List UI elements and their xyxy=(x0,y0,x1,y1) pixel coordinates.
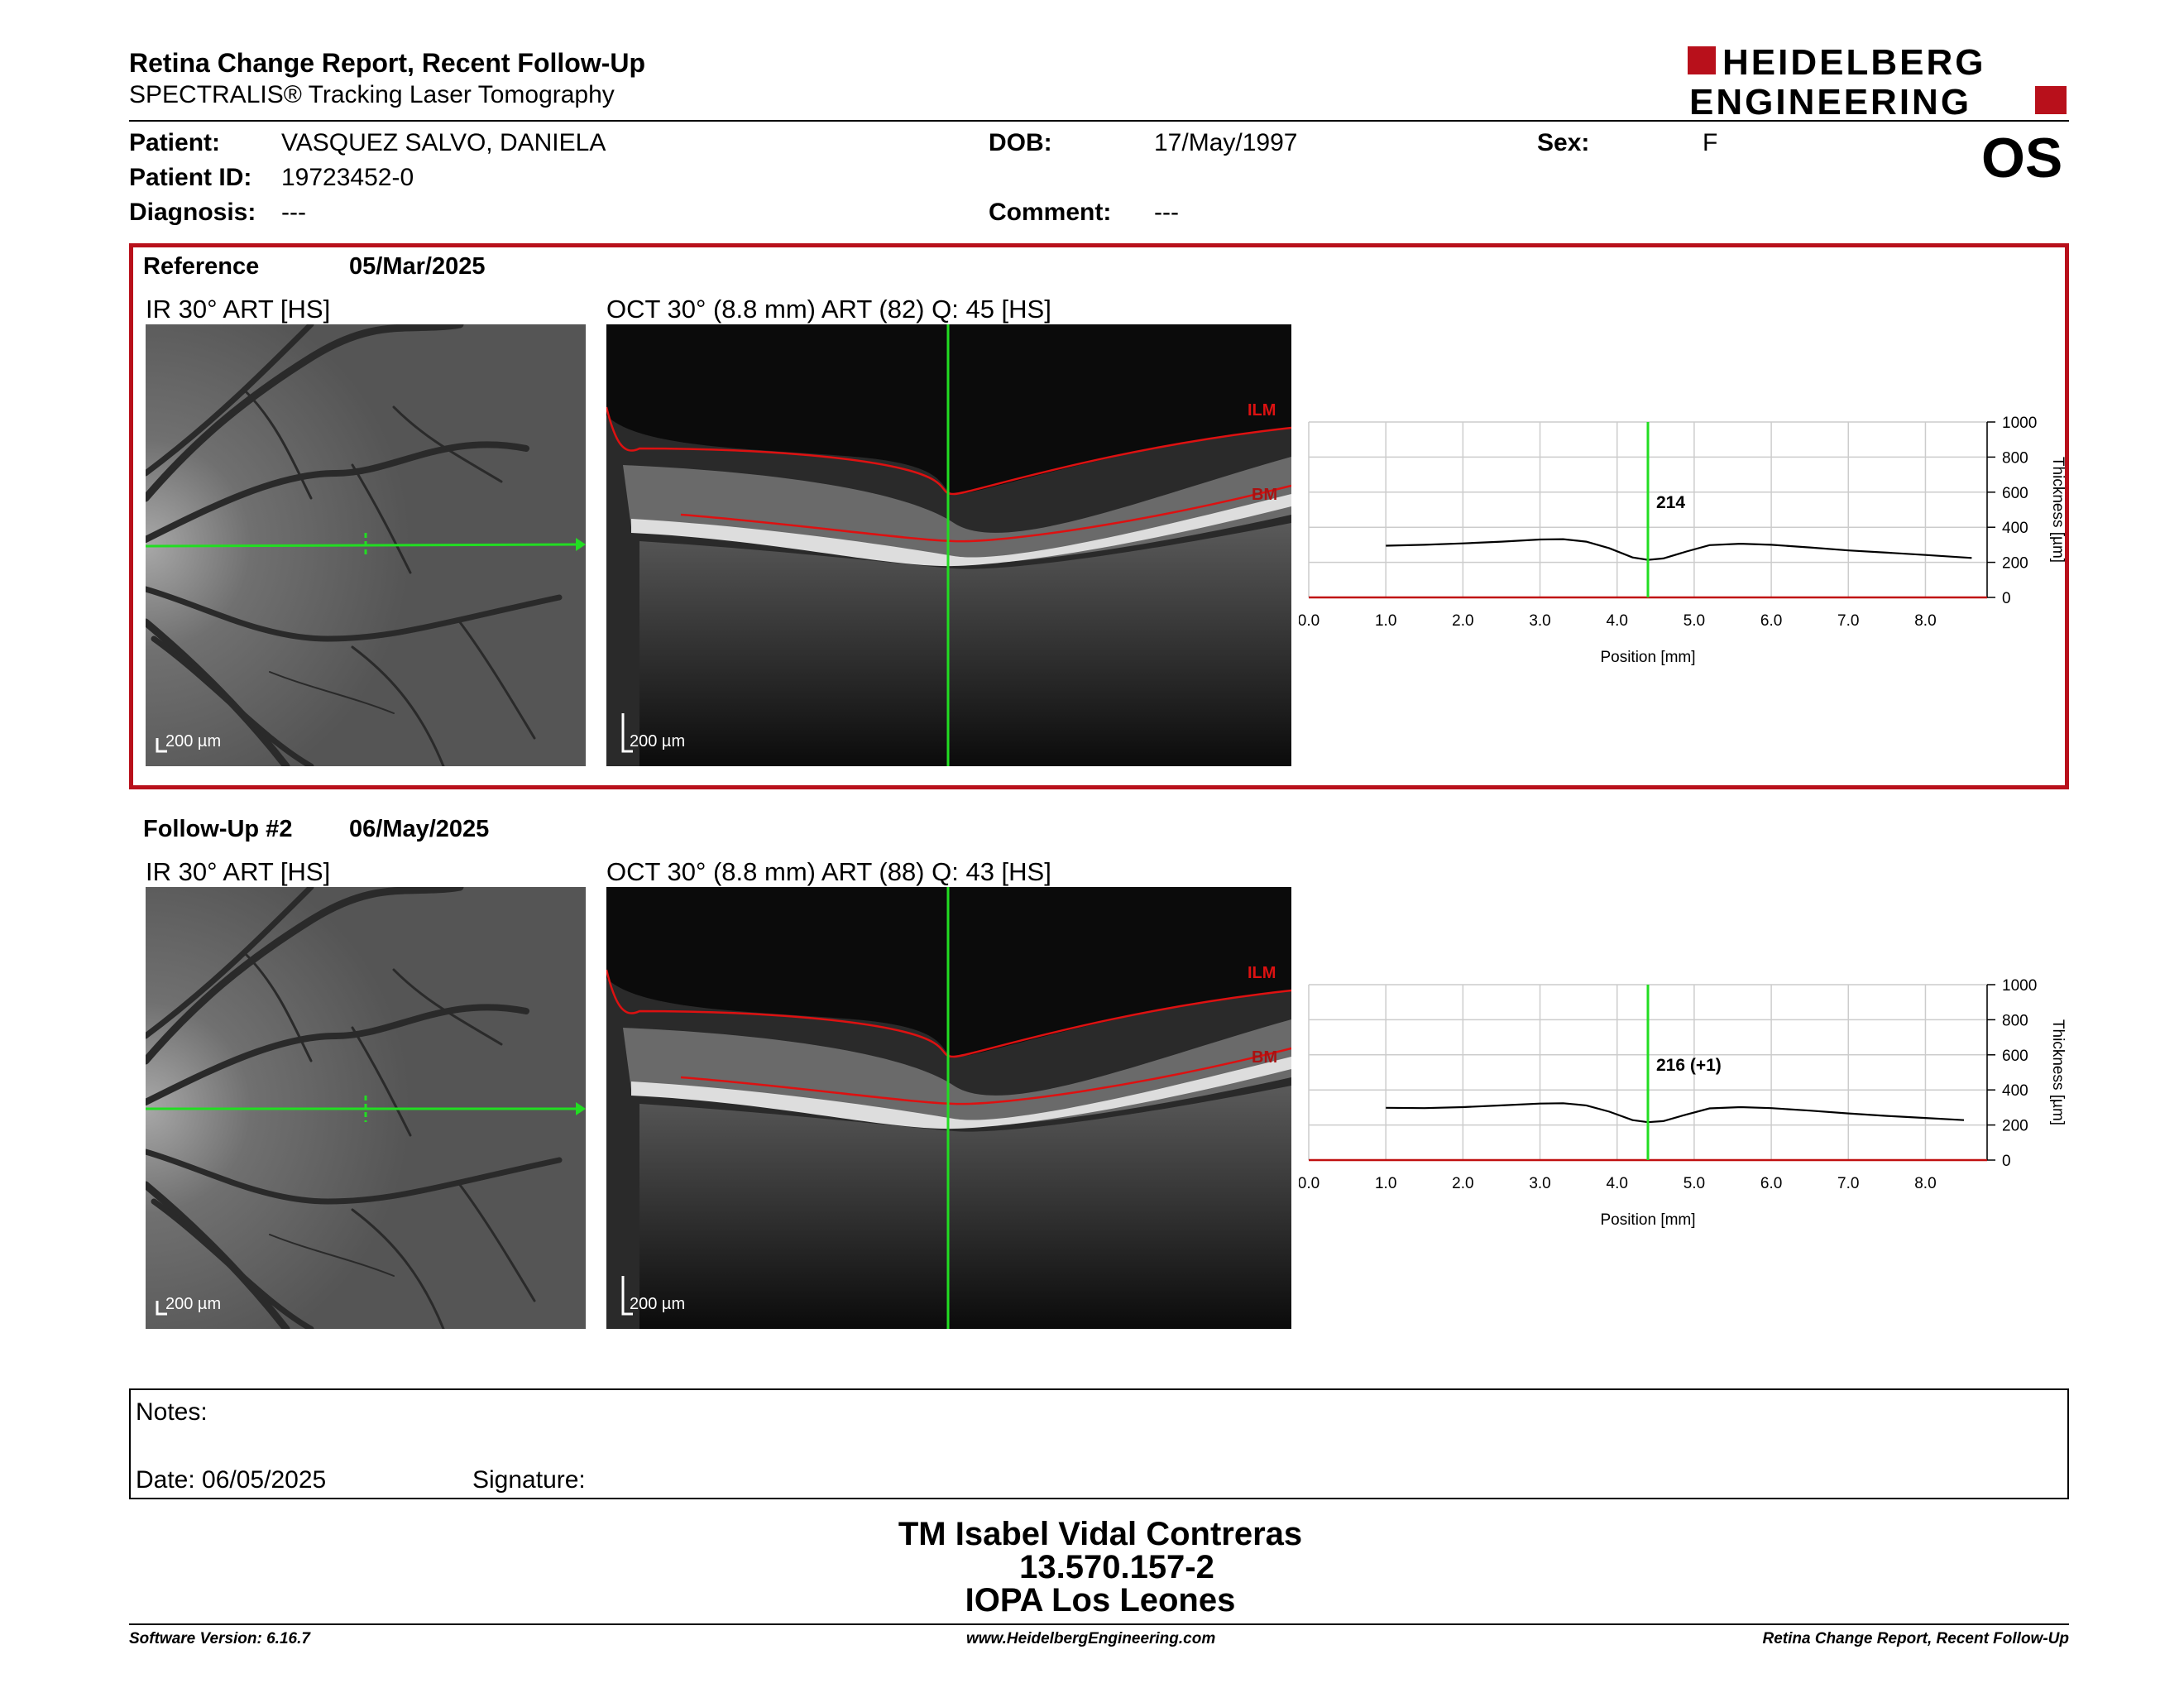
x-tick-label: 5.0 xyxy=(1684,1175,1705,1192)
ilm-label-followup: ILM xyxy=(1248,964,1276,982)
patient-id: 19723452-0 xyxy=(281,164,414,191)
footer-divider xyxy=(129,1623,2069,1625)
signature-label: Signature: xyxy=(472,1466,586,1494)
thickness-chart-followup[interactable]: 0 200 400 600 800 1000 0.0 1.0 2.0 3.0 4.0 5.0 6.0 7.… xyxy=(1299,973,2085,1238)
report-title: Retina Change Report, Recent Follow-Up xyxy=(129,48,646,78)
y-tick-label: 1000 xyxy=(2002,977,2037,995)
ilm-label-reference: ILM xyxy=(1248,401,1276,420)
logo-line2: ENGINEERING xyxy=(1689,82,1971,119)
heidelberg-logo: HEIDELBERG ENGINEERING xyxy=(1688,45,2067,119)
bm-label-followup: BM xyxy=(1252,1048,1277,1067)
thickness-series-line xyxy=(1386,1102,1965,1124)
oct-title-followup: OCT 30° (8.8 mm) ART (88) Q: 43 [HS] xyxy=(606,857,1051,886)
software-version: Software Version: 6.16.7 xyxy=(129,1630,310,1647)
ir-title-reference: IR 30° ART [HS] xyxy=(146,295,331,324)
comment-label: Comment: xyxy=(989,199,1112,226)
x-tick-label: 2.0 xyxy=(1452,612,1473,630)
y-tick-label: 200 xyxy=(2002,1118,2028,1135)
reference-date: 05/Mar/2025 xyxy=(349,253,486,280)
ir-fundus-image-followup[interactable]: 200 µm xyxy=(146,887,586,1329)
header-divider xyxy=(129,120,2069,122)
eye-laterality: OS xyxy=(1981,127,2063,189)
x-tick-label: 3.0 xyxy=(1529,1175,1550,1192)
footer-report-name: Retina Change Report, Recent Follow-Up xyxy=(1762,1630,2069,1647)
followup-label: Follow-Up #2 xyxy=(143,816,293,842)
examiner-name: TM Isabel Vidal Contreras xyxy=(898,1516,1303,1552)
x-tick-label: 0.0 xyxy=(1299,612,1320,630)
diagnosis-value: --- xyxy=(281,199,306,226)
thickness-chart-reference[interactable]: 0 200 400 600 800 1000 0.0 1.0 2.0 3.0 4.0 5.0 6.0 7.… xyxy=(1299,410,2085,675)
patient-name-label: Patient: xyxy=(129,129,221,156)
y-axis-label: Thickness [µm] xyxy=(2049,457,2067,563)
y-tick-label: 600 xyxy=(2002,485,2028,502)
diagnosis-label: Diagnosis: xyxy=(129,199,256,226)
x-tick-label: 8.0 xyxy=(1914,1175,1936,1192)
x-tick-label: 0.0 xyxy=(1299,1175,1320,1192)
logo-line1: HEIDELBERG xyxy=(1722,45,1985,83)
dob-label: DOB: xyxy=(989,129,1052,156)
sex-value: F xyxy=(1703,129,1718,156)
ir-scale-followup: 200 µm xyxy=(165,1295,221,1313)
cursor-thickness-label: 214 xyxy=(1656,493,1685,512)
notes-date: Date: 06/05/2025 xyxy=(136,1466,327,1494)
cursor-thickness-label: 216 (+1) xyxy=(1656,1056,1722,1075)
y-tick-label: 800 xyxy=(2002,449,2028,467)
comment-value: --- xyxy=(1154,199,1179,226)
bm-label-reference: BM xyxy=(1252,486,1277,504)
x-tick-label: 1.0 xyxy=(1375,612,1396,630)
x-tick-label: 5.0 xyxy=(1684,612,1705,630)
website-link[interactable]: www.HeidelbergEngineering.com xyxy=(966,1630,1216,1647)
x-tick-label: 3.0 xyxy=(1529,612,1550,630)
oct-scale-followup: 200 µm xyxy=(630,1295,685,1313)
reference-panel xyxy=(129,243,2069,789)
y-tick-label: 1000 xyxy=(2002,415,2037,432)
x-tick-label: 1.0 xyxy=(1375,1175,1396,1192)
oct-scale-reference: 200 µm xyxy=(630,732,685,750)
ir-title-followup: IR 30° ART [HS] xyxy=(146,857,331,886)
x-tick-label: 6.0 xyxy=(1760,1175,1782,1192)
y-tick-label: 400 xyxy=(2002,1082,2028,1100)
y-tick-label: 0 xyxy=(2002,1153,2011,1170)
y-tick-label: 400 xyxy=(2002,520,2028,537)
ir-scale-reference: 200 µm xyxy=(165,732,221,750)
y-axis-label: Thickness [µm] xyxy=(2049,1019,2067,1125)
y-tick-label: 0 xyxy=(2002,590,2011,607)
oct-bscan-reference[interactable]: ILM BM 200 µm xyxy=(606,324,1291,766)
x-axis-label: Position [mm] xyxy=(1600,1211,1695,1229)
x-tick-label: 6.0 xyxy=(1760,612,1782,630)
y-tick-label: 800 xyxy=(2002,1012,2028,1029)
y-tick-label: 600 xyxy=(2002,1048,2028,1065)
oct-bscan-followup[interactable]: ILM BM 200 µm xyxy=(606,887,1291,1329)
ir-fundus-image-reference[interactable]: 200 µm xyxy=(146,324,586,766)
x-tick-label: 7.0 xyxy=(1837,1175,1859,1192)
followup-date: 06/May/2025 xyxy=(349,816,490,842)
thickness-series-line xyxy=(1386,538,1972,561)
x-tick-label: 2.0 xyxy=(1452,1175,1473,1192)
notes-box[interactable] xyxy=(129,1388,2069,1499)
x-axis-label: Position [mm] xyxy=(1600,649,1695,666)
y-tick-label: 200 xyxy=(2002,555,2028,573)
dob-value: 17/May/1997 xyxy=(1154,129,1298,156)
reference-label: Reference xyxy=(143,253,260,280)
examiner-site: IOPA Los Leones xyxy=(965,1582,1236,1618)
x-tick-label: 4.0 xyxy=(1607,1175,1628,1192)
x-tick-label: 8.0 xyxy=(1914,612,1936,630)
examiner-id: 13.570.157-2 xyxy=(1019,1549,1214,1585)
notes-label: Notes: xyxy=(136,1398,208,1426)
sex-label: Sex: xyxy=(1537,129,1590,156)
patient-name: VASQUEZ SALVO, DANIELA xyxy=(281,129,606,156)
oct-title-reference: OCT 30° (8.8 mm) ART (82) Q: 45 [HS] xyxy=(606,295,1051,324)
x-tick-label: 4.0 xyxy=(1607,612,1628,630)
patient-id-label: Patient ID: xyxy=(129,164,252,191)
report-subtitle: SPECTRALIS® Tracking Laser Tomography xyxy=(129,81,615,108)
x-tick-label: 7.0 xyxy=(1837,612,1859,630)
